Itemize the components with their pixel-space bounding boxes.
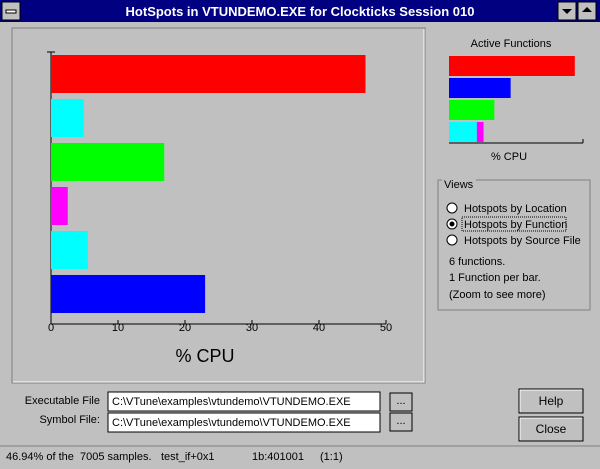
x-tick-label: 10 bbox=[112, 322, 124, 334]
focus-rect bbox=[461, 216, 567, 232]
button-bevel bbox=[519, 389, 582, 412]
maximize-icon bbox=[582, 7, 592, 12]
x-tick-label: 50 bbox=[380, 322, 392, 334]
button-label: Close bbox=[536, 422, 567, 436]
views-note: 6 functions. bbox=[449, 256, 505, 268]
x-tick-label: 20 bbox=[179, 322, 191, 334]
radio-label: Hotspots by Location bbox=[464, 203, 567, 215]
radio-button[interactable] bbox=[446, 202, 458, 214]
status-text: test_if+0x1 bbox=[161, 451, 215, 463]
overview-bar bbox=[462, 122, 477, 142]
overview-bar bbox=[449, 122, 463, 142]
help-button[interactable] bbox=[518, 388, 584, 414]
overview-title: Active Functions bbox=[471, 38, 552, 50]
system-menu-icon bbox=[5, 9, 17, 14]
field-value: C:\VTune\examples\vtundemo\VTUNDEMO.EXE bbox=[112, 396, 351, 408]
views-title: Views bbox=[444, 179, 474, 191]
close-button[interactable] bbox=[518, 416, 584, 442]
bar bbox=[51, 275, 206, 313]
radio-label: Hotspots by Source File bbox=[464, 235, 581, 247]
radio-group: Hotspots by Location Hotspots by Function… bbox=[446, 202, 581, 247]
x-tick-label: 0 bbox=[48, 322, 54, 334]
bar bbox=[51, 187, 68, 225]
overview-bar bbox=[449, 100, 495, 120]
views-group bbox=[437, 179, 591, 311]
radio-dot bbox=[449, 221, 455, 227]
minimize-icon bbox=[562, 9, 572, 14]
x-axis-label: % CPU bbox=[175, 346, 234, 366]
views-gap bbox=[442, 178, 476, 186]
window-title: HotSpots in VTUNDEMO.EXE for Clockticks … bbox=[126, 4, 475, 19]
overview-axis-label: % CPU bbox=[491, 151, 527, 163]
status-text: (1:1) bbox=[320, 451, 343, 463]
overview-bar bbox=[449, 56, 575, 76]
field-value: C:\VTune\examples\vtundemo\VTUNDEMO.EXE bbox=[112, 417, 351, 429]
views-note: 1 Function per bar. bbox=[449, 272, 541, 284]
x-tick-label: 40 bbox=[313, 322, 325, 334]
bar bbox=[51, 55, 366, 93]
main-chart[interactable]: 0 10 20 30 40 50 bbox=[47, 51, 392, 334]
title-bar bbox=[0, 0, 600, 22]
overview-bar bbox=[476, 122, 484, 142]
panel-bevel bbox=[13, 29, 425, 383]
button-bevel bbox=[519, 417, 582, 440]
browse-button[interactable] bbox=[389, 412, 413, 432]
text-field[interactable] bbox=[107, 391, 381, 412]
x-tick-label: 30 bbox=[246, 322, 258, 334]
status-text: 46.94% of the 7005 samples. bbox=[6, 451, 152, 463]
status-text: 1b:401001 bbox=[252, 451, 304, 463]
views-note: (Zoom to see more) bbox=[449, 289, 546, 301]
text-field[interactable] bbox=[107, 412, 381, 433]
bar bbox=[51, 99, 84, 137]
overview-chart[interactable] bbox=[449, 56, 584, 144]
button-label: ... bbox=[396, 395, 405, 407]
field-label: Executable File bbox=[25, 395, 100, 407]
bar bbox=[51, 231, 88, 269]
button-label: Help bbox=[539, 394, 564, 408]
radio-label: Hotspots by Function bbox=[464, 219, 567, 231]
browse-button[interactable] bbox=[389, 392, 413, 412]
radio-button[interactable] bbox=[446, 234, 458, 246]
field-label: Symbol File: bbox=[39, 414, 100, 426]
button-label: ... bbox=[396, 415, 405, 427]
overview-bar bbox=[449, 78, 511, 98]
bar bbox=[51, 143, 165, 181]
